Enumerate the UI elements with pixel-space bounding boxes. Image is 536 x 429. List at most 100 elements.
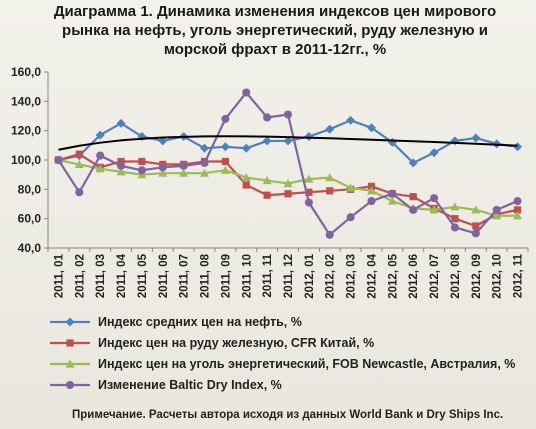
data-point (430, 194, 439, 203)
data-point (75, 188, 84, 197)
data-point (325, 124, 335, 134)
data-point (388, 189, 397, 198)
data-point (66, 339, 74, 347)
x-tick-label: 2011, 05 (137, 253, 149, 298)
data-point (429, 205, 439, 214)
data-point (158, 163, 167, 172)
data-point (492, 205, 501, 214)
chart-title-line: Диаграмма 1. Динамика изменения индексов… (53, 3, 497, 20)
data-point (65, 380, 75, 390)
x-tick-label: 2012, 01 (304, 253, 316, 298)
data-point (220, 165, 230, 174)
legend-item-iron-ore: Индекс цен на руду железную, CFR Китай, … (48, 333, 528, 354)
data-point (200, 158, 209, 167)
x-tick-label: 2011, 03 (95, 254, 107, 298)
y-tick-label: 80,0 (18, 182, 42, 196)
data-point (138, 157, 146, 166)
data-point (221, 114, 230, 123)
legend-swatch-coal (50, 359, 90, 368)
data-point (472, 222, 480, 230)
data-point (75, 150, 83, 158)
data-point (450, 223, 460, 232)
legend-item-oil: Индекс средних цен на нефть, % (48, 312, 528, 333)
data-point (263, 113, 272, 122)
x-tick-label: 2012, 04 (366, 253, 378, 298)
data-point (284, 190, 292, 198)
series-line (58, 152, 518, 228)
legend-swatch-iron-ore (50, 339, 90, 347)
x-tick-label: 2011, 09 (220, 254, 232, 298)
data-point (325, 173, 335, 182)
data-point (429, 148, 439, 158)
x-tick-label: 2011, 04 (116, 253, 128, 298)
data-point (408, 158, 418, 168)
legend-label: Индекс средних цен на нефть, % (98, 315, 302, 329)
data-point (221, 157, 229, 166)
data-point (137, 166, 146, 175)
data-point (241, 173, 251, 182)
x-tick-label: 2012, 08 (450, 253, 462, 298)
x-tick-label: 2012, 09 (471, 254, 483, 299)
data-point (513, 206, 522, 214)
legend-item-coal: Индекс цен на уголь энергетический, FOB … (48, 354, 528, 375)
x-tick-label: 2012, 06 (408, 254, 420, 299)
y-tick-label: 40,0 (18, 241, 42, 255)
x-tick-label: 2011, 08 (200, 253, 212, 298)
data-point (346, 115, 356, 125)
data-point (513, 142, 523, 152)
data-point (241, 143, 251, 153)
data-point (283, 178, 293, 188)
legend-label: Индекс цен на руду железную, CFR Китай, … (98, 336, 375, 350)
y-tick-label: 120,0 (11, 124, 41, 138)
data-point (263, 191, 271, 199)
data-point (451, 215, 459, 223)
x-tick-label: 2012, 07 (429, 254, 441, 299)
data-point (262, 136, 272, 146)
series-line (58, 158, 518, 217)
data-point (304, 132, 314, 142)
data-point (409, 193, 417, 201)
data-point (513, 211, 523, 220)
data-point (179, 161, 188, 170)
x-tick-label: 2011, 07 (179, 254, 191, 298)
data-point (471, 133, 481, 143)
y-tick-label: 140,0 (11, 94, 41, 108)
x-tick-label: 2011, 12 (283, 254, 295, 298)
x-tick-label: 2012, 05 (387, 253, 399, 298)
data-point (117, 157, 125, 166)
x-tick-label: 2012, 03 (346, 254, 358, 299)
data-point (74, 159, 84, 168)
x-tick-label: 2011, 02 (74, 254, 86, 298)
chart-title: Диаграмма 1. Динамика изменения индексов… (40, 2, 510, 59)
data-point (200, 143, 210, 153)
y-tick-label: 100,0 (11, 153, 41, 167)
data-point (242, 181, 250, 189)
data-point (116, 161, 126, 170)
data-point (304, 174, 314, 183)
x-tick-label: 2012, 10 (492, 254, 504, 299)
plot-svg: 40,0 60,0 80,0 100,0 120,0 140,0 160,0 2011, 01… (11, 65, 529, 299)
legend-label: Изменение Baltic Dry Index, % (98, 378, 282, 392)
data-point (409, 205, 418, 214)
data-point (367, 197, 376, 206)
data-point (242, 88, 251, 97)
data-point (325, 230, 334, 239)
data-point (65, 317, 75, 327)
x-tick-label: 2012, 02 (325, 254, 337, 299)
data-point (366, 123, 376, 133)
x-tick-label: 2011, 10 (241, 254, 253, 298)
data-point (513, 197, 522, 206)
chart-note: Примечание. Расчеты автора исходя из дан… (72, 409, 504, 421)
data-point (158, 168, 168, 177)
data-point (95, 130, 105, 140)
data-point (346, 183, 356, 192)
data-point (116, 167, 126, 176)
data-point (450, 136, 460, 146)
data-point (283, 136, 293, 146)
legend-swatch-oil (50, 317, 90, 327)
legend-item-bdi: Изменение Baltic Dry Index, % (48, 375, 528, 396)
data-point (116, 118, 126, 128)
data-point (95, 164, 105, 173)
legend-swatch-bdi (50, 380, 90, 390)
data-point (179, 168, 189, 177)
